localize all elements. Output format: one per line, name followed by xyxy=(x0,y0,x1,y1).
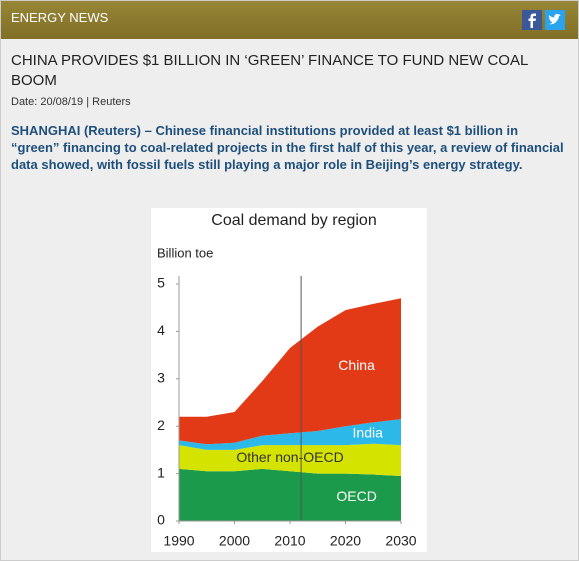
area xyxy=(179,443,401,476)
y-tick-label: 0 xyxy=(157,512,165,528)
section-name: ENERGY NEWS xyxy=(11,10,109,25)
y-axis-label: Billion toe xyxy=(157,245,213,260)
twitter-glyph xyxy=(548,13,561,25)
article-title: CHINA PROVIDES $1 BILLION IN ‘GREEN’ FIN… xyxy=(11,52,528,89)
x-tick-label: 2000 xyxy=(219,533,250,549)
article-date: Date: 20/08/19 | Reuters xyxy=(11,96,131,108)
series-label: China xyxy=(338,357,375,373)
y-tick-label: 5 xyxy=(157,275,165,291)
area xyxy=(179,468,401,521)
article-lead: SHANGHAI (Reuters) – Chinese financial i… xyxy=(11,123,564,172)
series-label: Other non-OECD xyxy=(236,449,343,465)
header-bar: ENERGY NEWS xyxy=(1,1,578,39)
y-tick-label: 1 xyxy=(157,464,165,480)
chart-title: Coal demand by region xyxy=(211,212,376,229)
x-tick-label: 2030 xyxy=(385,533,416,549)
chart: Coal demand by region Billion toe 0 1 2 3 4 5… xyxy=(151,208,427,552)
y-tick-label: 3 xyxy=(157,370,165,386)
area xyxy=(179,419,401,450)
y-tick-label: 2 xyxy=(157,417,165,433)
area xyxy=(179,298,401,445)
x-tick-label: 1990 xyxy=(163,533,194,549)
facebook-glyph xyxy=(528,13,536,28)
x-tick-label: 2010 xyxy=(274,533,305,549)
series-label: OECD xyxy=(336,488,376,504)
x-tick-label: 2020 xyxy=(330,533,361,549)
share-icons[interactable] xyxy=(522,10,566,30)
y-tick-label: 4 xyxy=(157,322,165,338)
series-label: India xyxy=(353,424,384,440)
